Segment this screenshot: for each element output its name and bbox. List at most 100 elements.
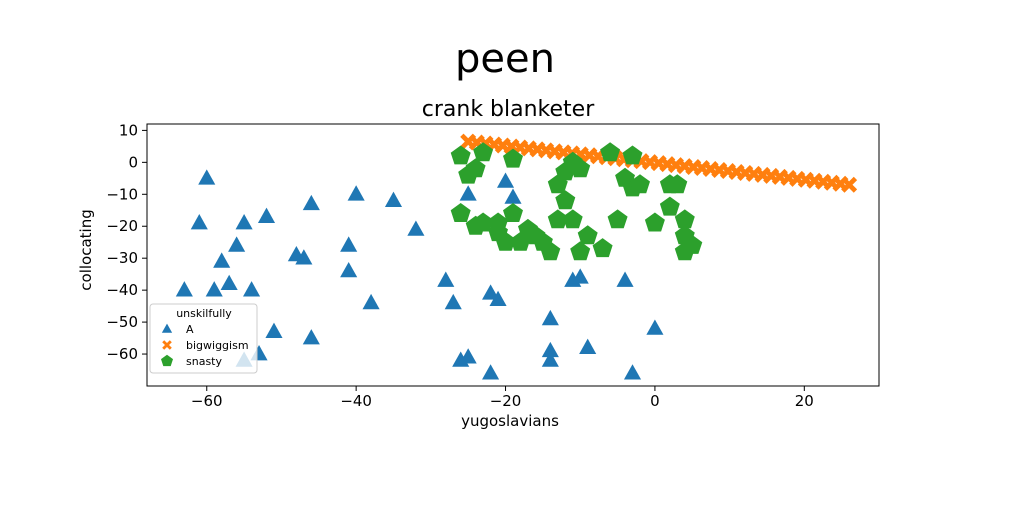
point-A [340,236,358,252]
point-A [444,293,462,310]
point-A [340,261,358,278]
point-A [235,214,253,230]
y-tick-label: 0 [128,153,138,171]
chart-suptitle: peen [455,36,555,82]
x-tick-label: −60 [191,392,223,410]
x-tick-label: −40 [340,392,372,410]
legend-label-A: A [186,323,194,336]
point-A [302,194,320,211]
point-A [459,185,477,201]
point-snasty [450,145,471,165]
y-tick-label: −10 [106,185,138,203]
legend-item-snasty: snasty [161,354,222,368]
point-snasty [644,212,665,232]
point-A [190,214,208,230]
point-snasty [674,209,695,229]
point-snasty [600,142,621,162]
point-A [459,348,477,364]
point-snasty [592,238,613,258]
x-axis-ticks: −60 −40 −20 0 20 [191,386,814,410]
point-snasty [495,231,516,251]
point-snasty [473,212,494,232]
legend-item-bigwiggism: bigwiggism [162,339,249,352]
point-snasty [540,241,561,261]
point-snasty [674,241,695,261]
point-A [616,271,634,287]
point-bigwiggism [841,176,858,193]
point-A [228,236,246,252]
point-snasty [570,158,591,178]
point-A [243,281,261,297]
point-snasty [659,196,680,216]
point-snasty [555,190,576,210]
point-A [489,290,507,307]
y-tick-label: −50 [106,313,138,331]
point-A [220,274,238,291]
y-tick-label: 10 [119,121,138,139]
point-snasty [503,203,523,222]
legend-marker-bigwiggism [162,340,172,350]
point-A [257,207,276,223]
point-snasty [503,148,523,168]
point-A [541,351,559,367]
y-tick-label: −60 [106,345,138,363]
point-A [496,172,515,188]
point-A [362,293,380,310]
point-snasty [570,241,591,261]
point-A [302,329,320,345]
point-A [384,191,403,207]
point-A [205,281,223,297]
y-tick-label: −40 [106,281,138,299]
legend-label-snasty: snasty [186,355,222,368]
point-A [295,249,313,265]
point-A [482,284,500,300]
point-A [541,341,559,358]
point-snasty [622,145,643,165]
point-A [579,338,597,354]
point-A [175,281,193,297]
legend-marker-snasty [161,354,173,367]
point-snasty [547,209,568,229]
point-snasty [473,142,494,162]
point-A [213,252,231,268]
series-snasty [450,142,703,261]
x-tick-label: 20 [795,392,814,410]
y-axis-label: collocating [77,209,95,290]
point-A [623,364,642,380]
legend-box [149,303,258,374]
y-tick-label: −20 [106,217,138,235]
legend-label-bigwiggism: bigwiggism [186,339,249,352]
point-snasty [562,209,583,229]
point-snasty [450,203,471,222]
x-tick-label: 0 [650,392,660,410]
point-A [482,364,500,380]
y-axis-ticks: 10 0 −10 −20 −30 −40 −50 −60 [106,121,147,363]
point-snasty [465,158,486,178]
point-A [347,185,365,201]
point-A [504,188,522,204]
plot-area-frame [146,123,880,387]
point-A [571,268,589,284]
point-A [265,322,283,338]
point-snasty [577,225,598,245]
point-A [198,169,216,185]
chart-marks [175,133,858,380]
point-snasty [667,174,688,194]
x-axis-label: yugoslavians [461,412,559,430]
chart-title: crank blanketer [422,97,595,122]
point-snasty [630,174,650,194]
legend-title: unskilfully [176,307,232,320]
x-tick-label: −20 [490,392,522,410]
point-snasty [607,209,628,229]
legend-item-A: A [161,323,194,336]
point-A [541,309,559,326]
point-snasty [488,212,508,232]
point-A [646,319,664,335]
point-A [407,220,425,236]
point-A [437,271,455,287]
y-tick-label: −30 [106,249,138,267]
legend-marker-A [161,323,173,333]
